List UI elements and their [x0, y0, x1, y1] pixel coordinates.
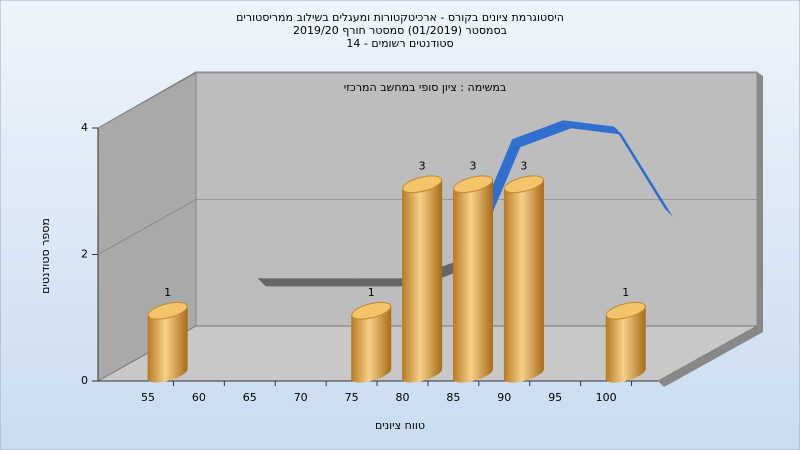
- bar: [402, 175, 443, 383]
- x-tick-label: 90: [497, 391, 511, 404]
- x-tick-label: 75: [345, 391, 359, 404]
- bar-part: [453, 179, 493, 383]
- x-tick-label: 65: [243, 391, 257, 404]
- bar: [147, 301, 188, 383]
- floor-edge: [658, 326, 763, 387]
- y-tick-label: 0: [81, 374, 88, 387]
- annotation: במשימה : ציון סופי במחשב המרכזי: [344, 81, 507, 94]
- y-tick-label: 4: [81, 121, 88, 134]
- y-tick-label: 2: [81, 248, 88, 261]
- ribbon-segment: [308, 278, 368, 287]
- chart-subtitle: בסמסטר (01/2019) סמסטר חורף 2019/20: [293, 24, 507, 37]
- x-tick-label: 95: [548, 391, 562, 404]
- bar-part: [605, 301, 646, 320]
- value-label: 1: [622, 286, 629, 299]
- bar: [503, 175, 544, 383]
- grid-line: [97, 199, 197, 255]
- x-tick-label: 55: [141, 391, 155, 404]
- value-label: 3: [520, 159, 527, 172]
- bar-part: [147, 301, 188, 320]
- value-label: 1: [368, 286, 375, 299]
- bar: [605, 301, 646, 383]
- value-label: 1: [164, 286, 171, 299]
- chart-title: היסטוגרמת ציונים בקורס - ארכיטקטורות ומע…: [236, 11, 564, 24]
- chart-subtitle: סטודנטים רשומים - 14: [346, 37, 453, 50]
- bar-part: [147, 305, 188, 383]
- ribbon-segment: [614, 126, 673, 217]
- bar-part: [503, 175, 544, 194]
- x-tick-label: 70: [294, 391, 308, 404]
- value-label: 3: [419, 159, 426, 172]
- ribbon-segment: [563, 120, 622, 135]
- ribbon-segment: [512, 120, 572, 148]
- bar-part: [453, 175, 493, 194]
- x-axis-label: טווח ציונים: [375, 419, 425, 432]
- bar-part: [402, 175, 443, 194]
- bar-part: [605, 305, 646, 383]
- x-tick-label: 85: [446, 391, 460, 404]
- bar-part: [503, 179, 544, 383]
- x-tick-label: 60: [192, 391, 206, 404]
- y-axis-label: מספר סטודנטים: [39, 218, 52, 294]
- x-tick-label: 100: [596, 391, 617, 404]
- x-tick-label: 80: [396, 391, 410, 404]
- bar-part: [402, 179, 443, 383]
- bar-part: [351, 301, 392, 320]
- bar-part: [351, 305, 392, 383]
- bar: [453, 175, 493, 383]
- grid-line: [97, 72, 197, 129]
- value-label: 3: [470, 159, 477, 172]
- wall-edge: [757, 72, 763, 332]
- bar: [351, 301, 392, 383]
- ribbon-segment: [257, 278, 317, 287]
